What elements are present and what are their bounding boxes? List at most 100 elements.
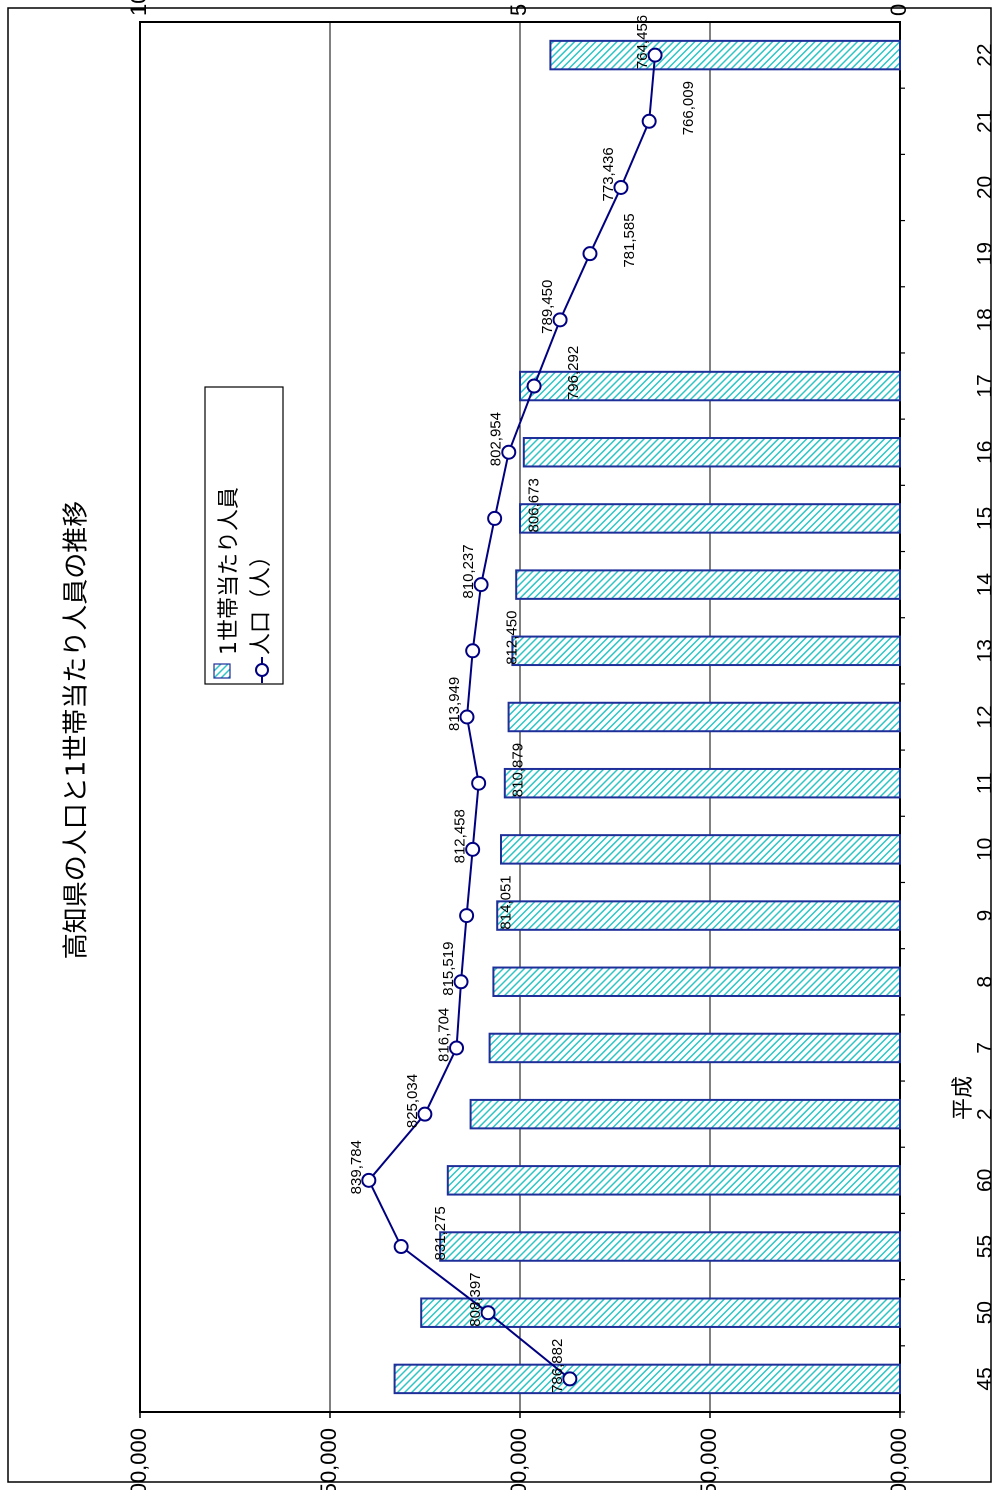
category-label: 55 <box>974 1235 997 1258</box>
line-point <box>582 246 598 262</box>
bar-series <box>393 39 902 1395</box>
line-point <box>552 312 568 328</box>
line-point <box>613 179 629 195</box>
legend-line-label: 人口（人） <box>249 545 274 655</box>
category-labels: 45 50 55 60 2 7 8 9 10 11 12 13 14 15 16 17 18 19 20 21 22 <box>900 43 997 1413</box>
line-point <box>473 577 489 593</box>
data-label: 814,051 <box>498 875 515 929</box>
category-label: 2 <box>974 1108 997 1120</box>
category-label: 22 <box>974 43 997 66</box>
bar <box>446 1165 901 1196</box>
left-tick-label: 800,000 <box>506 1428 531 1490</box>
data-label: 764,456 <box>634 15 651 69</box>
bar <box>420 1297 901 1328</box>
line-point <box>501 444 517 460</box>
right-axis-ticks: 10 5 0 <box>126 0 911 16</box>
data-label: 812,450 <box>504 611 521 665</box>
bar <box>515 569 901 600</box>
left-tick-label: 900,000 <box>126 1428 151 1490</box>
category-label: 16 <box>974 441 997 464</box>
bar <box>519 503 901 534</box>
bar <box>492 966 901 997</box>
right-tick-label: 10 <box>126 0 151 16</box>
legend-bar-swatch <box>213 663 231 679</box>
data-label: 808,397 <box>467 1272 484 1326</box>
data-label: 825,034 <box>404 1074 421 1128</box>
category-label: 11 <box>974 772 997 794</box>
left-axis-ticks: 900,000 850,000 800,000 750,000 700,000 <box>126 1412 911 1495</box>
line-point <box>480 1305 496 1321</box>
line-point <box>487 510 503 526</box>
line-point <box>449 1040 465 1056</box>
bar <box>500 834 901 865</box>
bar <box>393 1363 901 1395</box>
left-tick-label: 700,000 <box>886 1428 911 1490</box>
data-label: 812,458 <box>452 809 469 863</box>
data-label: 810,879 <box>510 743 527 797</box>
line-point <box>361 1172 377 1188</box>
line-point <box>465 643 481 659</box>
line-point <box>459 908 475 924</box>
outer-border <box>7 7 992 1483</box>
line-point <box>393 1239 409 1255</box>
bar <box>496 900 901 931</box>
data-labels: 786,882 808,397 831,275 839,784 825,034 816,7… <box>348 15 697 1393</box>
category-label: 8 <box>974 976 997 988</box>
bar <box>469 1098 901 1130</box>
category-label: 13 <box>974 639 997 662</box>
data-label: 816,704 <box>435 1008 452 1062</box>
legend-line-marker <box>255 663 269 677</box>
right-tick-label: 5 <box>506 4 531 16</box>
line-point <box>647 47 663 63</box>
data-label: 815,519 <box>440 942 457 996</box>
line-point <box>459 709 475 725</box>
legend: 1世帯当たり人員 人口（人） <box>204 386 284 685</box>
data-label: 839,784 <box>348 1140 365 1194</box>
bar <box>519 370 901 402</box>
category-label: 10 <box>974 838 997 861</box>
line-point <box>465 841 481 857</box>
category-label: 14 <box>974 573 997 597</box>
line-point <box>641 113 657 129</box>
data-label: 781,585 <box>621 213 638 267</box>
category-label: 9 <box>974 910 997 922</box>
category-label: 19 <box>974 242 997 265</box>
category-label: 60 <box>974 1169 997 1192</box>
category-label: 20 <box>974 176 997 199</box>
category-label: 50 <box>974 1301 997 1324</box>
category-label: 18 <box>974 308 997 331</box>
bar <box>488 1032 901 1064</box>
legend-bar-label: 1世帯当たり人員 <box>217 487 242 655</box>
x-axis-label: 平成 <box>951 1076 976 1120</box>
bar <box>503 767 901 799</box>
data-label: 806,673 <box>526 478 543 532</box>
right-tick-label: 0 <box>886 4 911 16</box>
data-label: 831,275 <box>432 1206 449 1260</box>
category-label: 21 <box>974 110 997 133</box>
category-label: 7 <box>974 1042 997 1054</box>
line-point <box>562 1371 578 1387</box>
category-label: 45 <box>974 1367 997 1390</box>
line-point <box>526 378 542 394</box>
line-point <box>453 974 469 990</box>
left-tick-label: 750,000 <box>696 1428 721 1490</box>
legend-box <box>204 386 284 685</box>
bar <box>439 1231 901 1262</box>
line-series <box>361 47 663 1387</box>
data-label: 813,949 <box>446 677 463 731</box>
data-label: 802,954 <box>488 412 505 466</box>
bar <box>522 437 901 468</box>
bar <box>549 39 902 71</box>
data-label: 786,882 <box>549 1339 566 1393</box>
bar <box>507 701 901 733</box>
category-label: 17 <box>974 374 997 397</box>
line-point <box>471 775 487 791</box>
line-point <box>417 1106 433 1122</box>
category-label: 12 <box>974 705 997 728</box>
data-label: 810,237 <box>460 544 477 598</box>
category-label: 15 <box>974 507 997 530</box>
data-label: 766,009 <box>680 81 697 135</box>
bar <box>511 635 902 667</box>
chart-title: 高知県の人口と1世帯当たり人員の推移 <box>62 501 92 960</box>
